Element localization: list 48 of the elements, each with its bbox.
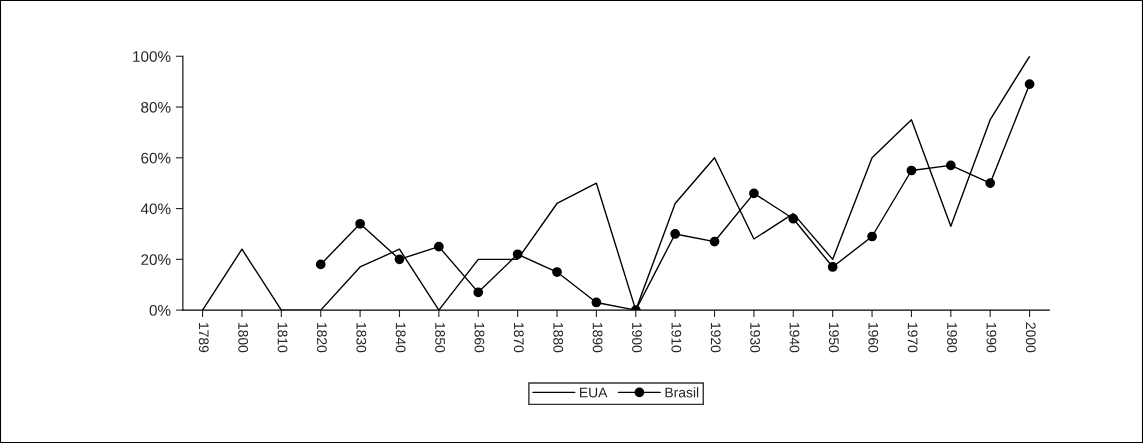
point (867, 231, 877, 242)
legend-label: Brasil (665, 387, 699, 398)
point (788, 213, 799, 224)
x-tick-label: 1990 (986, 322, 997, 353)
point (749, 188, 759, 199)
point (827, 262, 838, 272)
point (1024, 79, 1035, 90)
x-tick-label: 1980 (947, 322, 957, 353)
x-tick-label: 1940 (789, 322, 800, 353)
point (985, 178, 996, 189)
point (433, 241, 444, 252)
x-tick-label: 1910 (671, 322, 682, 353)
x-tick-label: 1820 (316, 322, 327, 353)
x-tick-label: 1900 (632, 322, 642, 353)
x-tick-label: 1830 (356, 322, 367, 353)
y-tick-label: 100% (133, 51, 171, 62)
point (591, 297, 602, 308)
point (709, 236, 720, 247)
y-tick-label: 40% (140, 203, 171, 215)
y-tick-label: 60% (141, 152, 171, 164)
x-tick-label: 1840 (395, 322, 406, 353)
point (394, 254, 405, 265)
x-tick-label: 1789 (198, 322, 209, 353)
point (512, 249, 523, 260)
x-tick-label: 1880 (553, 322, 564, 353)
x-tick-label: 2000 (1025, 322, 1036, 353)
x-tick-label: 1960 (868, 322, 879, 353)
y-tick-label: 20% (141, 254, 171, 266)
point (355, 218, 365, 229)
x-tick-label: 1800 (238, 322, 249, 353)
x-tick-label: 1950 (828, 322, 839, 353)
x-tick-label: 1850 (435, 322, 445, 353)
x-tick-label: 1870 (513, 322, 524, 353)
x-tick-label: 1970 (907, 322, 918, 353)
point (552, 267, 562, 277)
point (670, 229, 681, 239)
y-tick-label: 80% (141, 101, 171, 113)
x-tick-label: 1860 (474, 322, 485, 353)
point (473, 287, 484, 298)
x-tick-label: 1920 (710, 322, 721, 353)
y-tick-label: 0% (149, 304, 171, 316)
x-tick-label: 1930 (750, 322, 761, 353)
point (906, 165, 917, 176)
x-tick-label: 1890 (592, 322, 603, 353)
point (315, 259, 326, 270)
legend-label: EUA (580, 387, 608, 398)
point (945, 160, 956, 171)
x-tick-label: 1810 (277, 322, 288, 353)
